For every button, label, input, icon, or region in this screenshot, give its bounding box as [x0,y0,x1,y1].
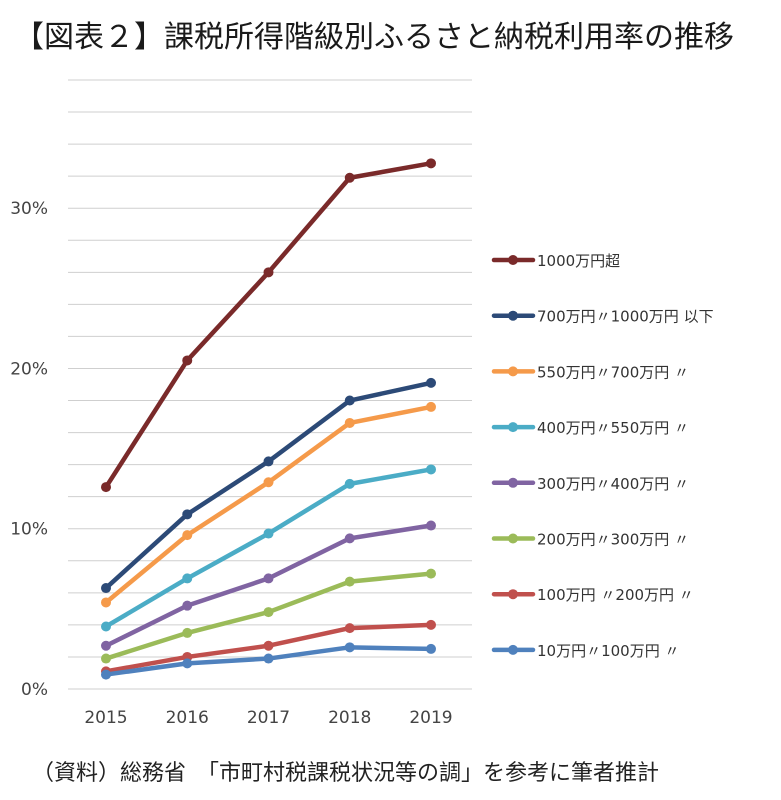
data-point [426,520,436,531]
data-point [263,456,274,467]
legend-swatch-marker [508,533,518,544]
data-point [344,623,355,634]
data-point [101,621,111,632]
legend-swatch-marker [508,310,518,321]
legend-label: 200万円〃300万円 〃 [537,531,689,549]
legend-swatch-marker [508,477,518,488]
series-4 [101,520,436,651]
y-tick-label: 30% [10,199,48,219]
legend-item: 1000万円超 [491,252,620,270]
legend: 1000万円超 700万円〃1000万円 以下 550万円〃700万円 〃 400万円… [491,252,714,660]
data-point [344,642,355,653]
data-point [426,643,436,654]
legend-item: 300万円〃400万円 〃 [491,475,689,493]
data-point [182,509,193,520]
data-point [182,573,193,584]
data-point [182,600,193,611]
legend-label: 700万円〃1000万円 以下 [537,308,714,326]
series-line [103,404,434,605]
legend-swatch-marker [508,366,518,377]
data-point [426,464,436,475]
data-point [101,583,111,594]
data-point [344,395,355,406]
legend-swatch-marker [508,644,518,655]
data-point [101,669,111,680]
data-point [426,401,436,412]
chart-title: 【図表２】課税所得階級別ふるさと納税利用率の推移 [14,20,734,55]
series-line [103,161,434,490]
y-tick-label: 20% [10,359,48,379]
legend-item: 550万円〃700万円 〃 [491,363,689,381]
data-point [263,528,274,539]
data-point [101,640,111,651]
x-axis-ticks: 2015 2016 2017 2018 2019 [84,708,452,728]
legend-item: 10万円〃100万円 〃 [491,642,680,660]
data-point [344,478,355,489]
data-point [426,619,436,630]
series-3 [101,464,436,632]
y-tick-label: 10% [10,520,48,540]
data-point [263,477,274,488]
data-point [101,597,111,608]
legend-label: 550万円〃700万円 〃 [537,363,689,381]
y-axis-ticks: 0% 10% 20% 30% [10,199,48,700]
y-tick-label: 0% [21,680,48,700]
legend-label: 10万円〃100万円 〃 [537,642,680,660]
data-point [182,355,193,366]
data-point [344,417,355,428]
x-tick-label: 2018 [328,708,371,728]
data-point [182,658,193,669]
series-line [103,467,434,629]
grid [68,79,472,690]
series-1 [101,377,436,594]
data-point [263,653,274,664]
legend-item: 700万円〃1000万円 以下 [491,308,714,326]
x-tick-label: 2019 [409,708,452,728]
legend-swatch-marker [508,255,518,265]
x-tick-label: 2015 [84,708,127,728]
legend-label: 400万円〃550万円 〃 [537,419,689,437]
series-7 [101,642,436,680]
data-point [182,627,193,638]
legend-item: 200万円〃300万円 〃 [491,531,689,549]
x-tick-label: 2016 [166,708,209,728]
legend-item: 100万円 〃200万円 〃 [491,586,694,604]
data-point [344,576,355,587]
data-point [426,158,436,169]
data-point [263,267,274,278]
data-point [182,530,193,541]
chart-source: （資料）総務省 「市町村税課税状況等の調」を参考に筆者推計 [32,761,659,786]
data-point [344,533,355,544]
series-group [101,158,436,680]
data-point [426,568,436,579]
data-point [263,640,274,651]
data-point [263,607,274,618]
data-point [344,172,355,183]
data-point [101,482,111,493]
x-tick-label: 2017 [247,708,290,728]
legend-label: 1000万円超 [537,252,620,270]
series-5 [101,568,436,664]
data-point [101,653,111,664]
legend-label: 100万円 〃200万円 〃 [537,586,694,604]
data-point [426,377,436,388]
legend-swatch-marker [508,422,518,433]
series-2 [101,401,436,608]
legend-label: 300万円〃400万円 〃 [537,475,689,493]
data-point [263,573,274,584]
legend-swatch-marker [508,589,518,600]
series-0 [101,158,436,493]
legend-item: 400万円〃550万円 〃 [491,419,689,437]
